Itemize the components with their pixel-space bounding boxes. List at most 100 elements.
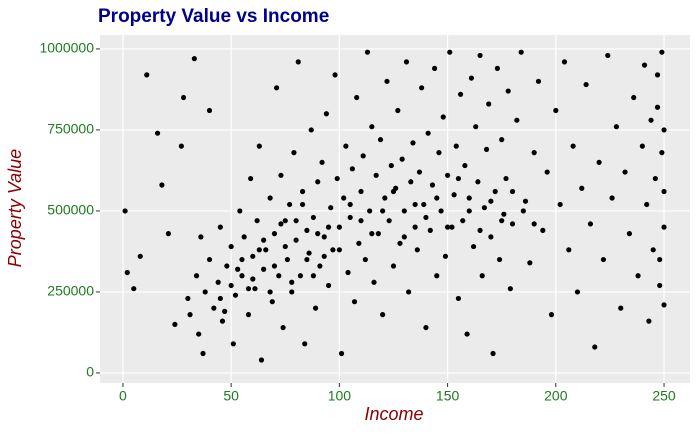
- point: [239, 273, 245, 279]
- point: [336, 224, 342, 230]
- point: [293, 218, 299, 224]
- point: [144, 72, 150, 78]
- point: [180, 94, 187, 101]
- y-tick-label: 750000: [47, 121, 94, 137]
- y-tick-label: 250000: [47, 283, 94, 299]
- point: [250, 276, 256, 282]
- point: [228, 243, 234, 250]
- point: [386, 218, 392, 224]
- point: [457, 91, 464, 97]
- point: [343, 143, 349, 149]
- point: [654, 72, 661, 78]
- point: [315, 231, 321, 237]
- y-tick-label: 0: [86, 364, 94, 380]
- point: [438, 208, 444, 214]
- point: [222, 308, 228, 314]
- point: [382, 195, 388, 201]
- point: [644, 201, 650, 208]
- point: [347, 201, 353, 208]
- point: [293, 237, 299, 243]
- point: [261, 237, 267, 243]
- point: [362, 256, 368, 263]
- point: [464, 331, 470, 337]
- point: [286, 201, 293, 208]
- point: [600, 256, 607, 263]
- point: [416, 169, 423, 175]
- point: [561, 59, 568, 65]
- point: [410, 140, 416, 146]
- point: [490, 350, 496, 357]
- point: [263, 247, 269, 253]
- point: [124, 269, 130, 276]
- point: [605, 52, 611, 59]
- point: [583, 81, 589, 88]
- point: [377, 137, 384, 143]
- point: [479, 273, 485, 279]
- point: [321, 234, 327, 240]
- point: [356, 240, 362, 246]
- point: [466, 208, 472, 214]
- point: [215, 279, 221, 285]
- point: [380, 312, 386, 318]
- point: [198, 234, 204, 240]
- point: [278, 172, 284, 178]
- point: [299, 201, 306, 208]
- point: [509, 221, 516, 227]
- point: [271, 263, 278, 269]
- point: [520, 208, 526, 214]
- plot-background: [100, 35, 690, 383]
- point: [488, 198, 494, 204]
- point: [219, 318, 226, 324]
- point: [380, 208, 386, 214]
- point: [444, 172, 451, 178]
- point: [631, 94, 637, 101]
- point: [622, 169, 628, 175]
- point: [252, 286, 258, 292]
- point: [187, 312, 193, 318]
- point: [566, 247, 572, 253]
- point: [592, 344, 598, 350]
- point: [345, 269, 351, 276]
- point: [421, 201, 427, 208]
- point: [280, 324, 286, 331]
- point: [256, 143, 262, 149]
- point: [535, 78, 542, 84]
- point: [282, 218, 288, 224]
- point: [470, 243, 477, 250]
- point: [406, 289, 412, 295]
- point: [499, 137, 505, 143]
- point: [228, 282, 234, 289]
- point: [397, 240, 403, 246]
- point: [540, 227, 546, 233]
- point: [338, 350, 345, 357]
- point: [412, 224, 418, 230]
- point: [269, 299, 275, 305]
- chart-title: Property Value vs Income: [98, 6, 329, 27]
- point: [408, 179, 414, 185]
- point: [453, 143, 459, 149]
- point: [650, 247, 656, 253]
- point: [496, 256, 503, 263]
- point: [574, 289, 581, 295]
- point: [659, 150, 665, 156]
- point: [390, 188, 397, 195]
- point: [237, 208, 243, 214]
- y-axis-title: Property Value: [5, 149, 25, 267]
- point: [172, 321, 178, 327]
- point: [325, 224, 332, 230]
- point: [639, 143, 645, 149]
- point: [455, 175, 462, 182]
- point: [239, 256, 245, 263]
- point: [466, 195, 472, 201]
- point: [358, 218, 364, 224]
- x-tick-label: 200: [544, 388, 568, 404]
- point: [475, 179, 481, 185]
- point: [245, 286, 252, 292]
- point: [499, 218, 505, 224]
- point: [369, 231, 375, 237]
- point: [579, 185, 585, 191]
- point: [274, 85, 280, 91]
- x-tick-label: 50: [223, 388, 239, 404]
- point: [235, 266, 241, 272]
